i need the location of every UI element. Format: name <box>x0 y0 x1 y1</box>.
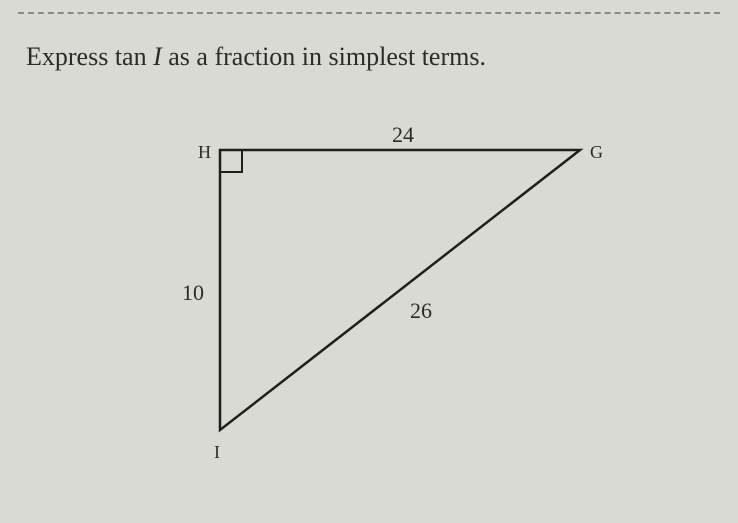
side-label-hg: 24 <box>392 122 414 148</box>
question-variable: I <box>153 42 162 71</box>
question-suffix: as a fraction in simplest terms. <box>162 42 486 71</box>
question-prefix: Express tan <box>26 42 153 71</box>
vertex-label-g: G <box>590 142 603 163</box>
side-label-hi: 10 <box>182 280 204 306</box>
triangle-shape <box>220 150 580 430</box>
question-text: Express tan I as a fraction in simplest … <box>26 42 486 72</box>
right-angle-marker <box>220 150 242 172</box>
divider-line <box>18 12 720 14</box>
triangle-diagram: 24 10 26 H G I <box>160 120 640 480</box>
side-label-ig: 26 <box>410 298 432 324</box>
triangle-svg <box>160 120 640 480</box>
vertex-label-i: I <box>214 442 220 463</box>
vertex-label-h: H <box>198 142 211 163</box>
